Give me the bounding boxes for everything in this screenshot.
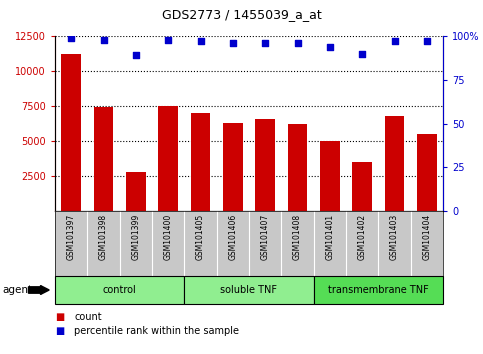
Point [358,51,366,56]
Text: GSM101397: GSM101397 [67,214,76,261]
Point [423,39,431,44]
Point [261,40,269,46]
Bar [158,106,178,211]
Bar [256,119,275,211]
Text: percentile rank within the sample: percentile rank within the sample [74,326,239,336]
Text: GSM101404: GSM101404 [422,214,431,261]
Text: GDS2773 / 1455039_a_at: GDS2773 / 1455039_a_at [162,8,321,21]
Text: ■: ■ [55,312,64,322]
Bar [313,276,443,304]
Point [99,37,107,42]
Point [326,44,334,49]
Point [164,37,172,42]
Text: soluble TNF: soluble TNF [221,285,278,295]
Bar [191,113,210,211]
Point [391,39,398,44]
Text: GSM101408: GSM101408 [293,214,302,261]
Text: control: control [103,285,137,295]
Bar [417,134,437,211]
Text: GSM101407: GSM101407 [261,214,270,261]
Bar [223,123,242,211]
Bar [61,54,81,211]
Text: GSM101398: GSM101398 [99,214,108,261]
Text: GSM101400: GSM101400 [164,214,172,261]
Bar [353,162,372,211]
Point [197,39,204,44]
Bar [385,116,404,211]
Text: ■: ■ [55,326,64,336]
Text: agent: agent [2,285,32,295]
Bar [288,124,307,211]
Text: count: count [74,312,102,322]
Text: GSM101399: GSM101399 [131,214,141,261]
Text: GSM101402: GSM101402 [358,214,367,261]
Text: GSM101405: GSM101405 [196,214,205,261]
Point [132,52,140,58]
Bar [94,107,113,211]
Bar [55,276,185,304]
Bar [126,172,145,211]
Point [67,35,75,41]
Bar [185,276,313,304]
Point [294,40,301,46]
Text: transmembrane TNF: transmembrane TNF [328,285,429,295]
Bar [320,141,340,211]
Point [229,40,237,46]
Text: GSM101401: GSM101401 [326,214,334,261]
Text: GSM101406: GSM101406 [228,214,237,261]
Text: GSM101403: GSM101403 [390,214,399,261]
